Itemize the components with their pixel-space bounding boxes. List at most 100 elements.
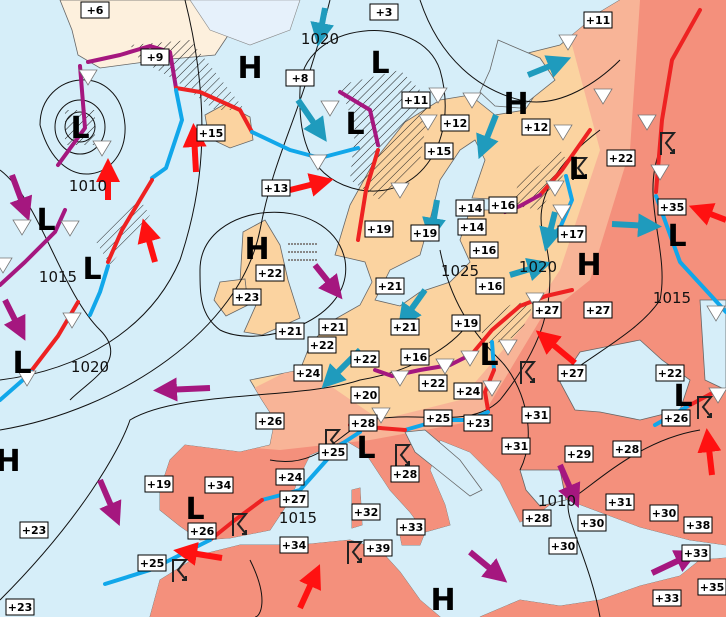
temperature-label-box [400, 348, 430, 366]
warm-air-arrow [182, 123, 207, 173]
temperature-value: +24 [456, 385, 481, 398]
moist-air-arrow [312, 263, 343, 300]
temperature-label: +16 [400, 348, 430, 366]
temperature-label: +22 [307, 336, 337, 354]
low-pressure-center: L [82, 252, 101, 287]
low-pressure-center: L [479, 338, 498, 373]
isobar-line [559, 149, 663, 381]
temperature-value: +30 [580, 517, 605, 530]
shower-triangle-icon [62, 312, 82, 329]
temperature-label: +22 [255, 264, 285, 282]
temperature-value: +26 [664, 412, 689, 425]
temperature-value: +21 [378, 280, 403, 293]
temperature-value: +24 [278, 471, 303, 484]
temperature-value: +33 [399, 521, 424, 534]
isobar-line [39, 79, 126, 175]
temperature-value: +35 [660, 201, 685, 214]
temperature-label-box [369, 3, 399, 21]
temperature-label-box [469, 241, 499, 259]
temperature-label: +27 [557, 364, 587, 382]
isobar-label: 1015 [39, 268, 77, 286]
temperature-value: +22 [658, 367, 683, 380]
warm-air-arrow [173, 542, 223, 566]
temperature-value: +33 [655, 592, 680, 605]
temperature-label: +24 [453, 382, 483, 400]
temperature-label: +19 [144, 475, 174, 493]
temperature-label: +19 [451, 314, 481, 332]
shower-triangle-icon [706, 305, 726, 322]
temperature-value: +33 [684, 547, 709, 560]
temperature-label-box [204, 476, 234, 494]
temperature-label: +27 [583, 301, 613, 319]
warm-front [483, 368, 496, 412]
warm-front [356, 148, 380, 242]
temperature-label: +38 [683, 516, 713, 534]
temperature-label: +23 [232, 288, 262, 306]
isobar-line [0, 0, 203, 381]
temperature-label: +28 [522, 509, 552, 527]
weather-symbols [0, 34, 726, 582]
temperature-value: +15 [427, 145, 452, 158]
temperature-label-box [501, 437, 531, 455]
cool-air-arrow [509, 257, 552, 281]
shower-triangle-icon [418, 114, 438, 131]
temperature-label-box [261, 179, 291, 197]
temperature-value: +16 [403, 351, 428, 364]
temperature-label-box [583, 11, 613, 29]
occluded-front [338, 90, 380, 147]
temperature-label-box [488, 196, 518, 214]
isobar-label: 1010 [538, 492, 576, 510]
temperature-label-box [318, 318, 348, 336]
shower-triangle-icon [308, 154, 328, 171]
warm-air-arrow [297, 564, 321, 610]
temperature-value: +28 [615, 443, 640, 456]
temperature-label: +11 [401, 91, 431, 109]
sea-black-sea [559, 339, 691, 421]
temperature-label: +27 [532, 301, 562, 319]
temperature-value: +26 [190, 525, 215, 538]
temperature-value: +23 [466, 417, 491, 430]
shower-triangle-icon [525, 292, 545, 309]
warm-front [654, 8, 702, 194]
isobar-label: 1015 [653, 289, 691, 307]
temperature-value: +26 [258, 415, 283, 428]
temperature-value: +31 [524, 409, 549, 422]
temperature-value: +13 [264, 182, 289, 195]
temperature-label-box [279, 536, 309, 554]
temperature-label-box [307, 336, 337, 354]
temperature-label-box [375, 277, 405, 295]
inland-seas [374, 39, 726, 507]
shower-triangle-icon [0, 257, 13, 274]
isobar-line [439, 249, 529, 471]
temperature-label-box [521, 406, 551, 424]
occluded-front [0, 208, 67, 287]
temperature-label-box [364, 220, 394, 238]
temperature-label: +29 [564, 445, 594, 463]
precipitation-area [480, 300, 535, 345]
sea-white-sea [479, 39, 556, 109]
ice-cap [189, 0, 301, 46]
shower-triangle-icon [78, 69, 98, 86]
temperature-label-box [548, 537, 578, 555]
temperature-label: +30 [548, 537, 578, 555]
temperature-label-box [390, 318, 420, 336]
warm-front [208, 498, 264, 542]
warm-air-arrow [688, 203, 726, 226]
warm-front [470, 288, 574, 356]
thunderstorm-icon [520, 361, 537, 384]
temperature-value: +31 [608, 496, 633, 509]
temperature-label: +20 [350, 386, 380, 404]
temperature-label-box [401, 91, 431, 109]
temperature-label-box [255, 412, 285, 430]
shower-triangle-icon [552, 204, 572, 221]
temperature-label: +35 [697, 578, 726, 596]
temperature-value: +28 [525, 512, 550, 525]
low-pressure-center: L [345, 107, 364, 142]
cold-front [250, 130, 360, 160]
low-pressure-center: L [667, 219, 686, 254]
temperature-value: +28 [351, 417, 376, 430]
temperature-value: +14 [458, 202, 483, 215]
shower-triangle-icon [650, 164, 670, 181]
